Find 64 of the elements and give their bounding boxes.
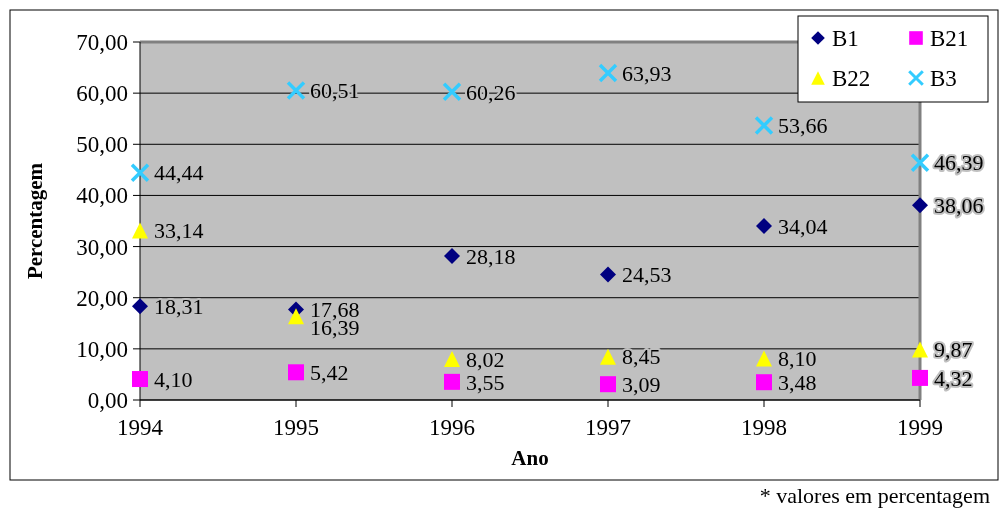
data-label: 3,55 bbox=[466, 369, 505, 395]
data-label: 38,06 bbox=[934, 193, 984, 219]
data-label: 63,93 bbox=[622, 60, 672, 86]
point bbox=[442, 82, 462, 102]
y-tick-label: 10,00 bbox=[76, 336, 128, 362]
data-label: 24,53 bbox=[622, 262, 672, 288]
data-label: 46,39 bbox=[934, 150, 984, 176]
point bbox=[754, 115, 774, 136]
x-tick-label: 1998 bbox=[741, 415, 787, 440]
data-label: 8,45 bbox=[622, 344, 661, 370]
x-tick-label: 1994 bbox=[117, 415, 164, 440]
data-label: 4,32 bbox=[934, 365, 973, 391]
x-tick-label: 1995 bbox=[273, 415, 319, 440]
data-label: 5,42 bbox=[310, 359, 349, 385]
text: * valores em percentagem bbox=[759, 483, 990, 508]
point bbox=[756, 350, 772, 367]
legend-label: B1 bbox=[832, 26, 859, 52]
y-tick-label: 30,00 bbox=[76, 234, 128, 260]
y-tick-label: 40,00 bbox=[76, 183, 128, 209]
data-label: 3,48 bbox=[778, 369, 817, 395]
y-tick-label: 70,00 bbox=[76, 30, 128, 56]
point bbox=[444, 247, 460, 264]
legend-label: B22 bbox=[832, 66, 871, 92]
point bbox=[132, 298, 148, 315]
point bbox=[600, 376, 616, 393]
x-tick-label: 1999 bbox=[897, 415, 943, 440]
point bbox=[912, 197, 928, 214]
point bbox=[910, 153, 930, 173]
data-label: 53,66 bbox=[778, 113, 828, 139]
legend-label: B3 bbox=[930, 66, 957, 92]
y-tick-label: 60,00 bbox=[76, 81, 128, 107]
y-tick-label: 20,00 bbox=[76, 285, 128, 311]
data-label: 4,10 bbox=[154, 366, 193, 392]
y-tick-label: 0,00 bbox=[87, 388, 128, 414]
data-label: 3,09 bbox=[622, 371, 661, 397]
point bbox=[288, 364, 304, 381]
point bbox=[912, 369, 928, 386]
point bbox=[132, 371, 148, 388]
x-tick-label: 1997 bbox=[585, 415, 631, 440]
data-label: 33,14 bbox=[154, 218, 204, 244]
data-label: 8,10 bbox=[778, 346, 817, 372]
y-tick-label: 50,00 bbox=[76, 132, 128, 158]
data-label: 18,31 bbox=[154, 294, 204, 320]
x-tick-label: 1996 bbox=[429, 415, 475, 440]
point bbox=[288, 308, 304, 325]
point bbox=[756, 217, 772, 234]
point bbox=[444, 350, 460, 367]
point bbox=[130, 162, 150, 183]
data-label: 34,04 bbox=[778, 213, 828, 239]
point bbox=[132, 222, 148, 239]
point bbox=[756, 374, 772, 391]
data-label: 8,02 bbox=[466, 346, 505, 372]
point bbox=[598, 63, 618, 83]
x-axis-title: Ano bbox=[511, 446, 549, 470]
point bbox=[912, 341, 928, 358]
y-axis-title: Percentagem bbox=[23, 162, 47, 280]
point bbox=[600, 348, 616, 365]
data-label: 44,44 bbox=[154, 160, 204, 186]
point bbox=[444, 373, 460, 390]
data-label: 28,18 bbox=[466, 243, 516, 269]
legend-label: B21 bbox=[930, 26, 969, 52]
point bbox=[600, 266, 616, 283]
point bbox=[286, 80, 306, 101]
data-label: 9,87 bbox=[934, 337, 973, 363]
